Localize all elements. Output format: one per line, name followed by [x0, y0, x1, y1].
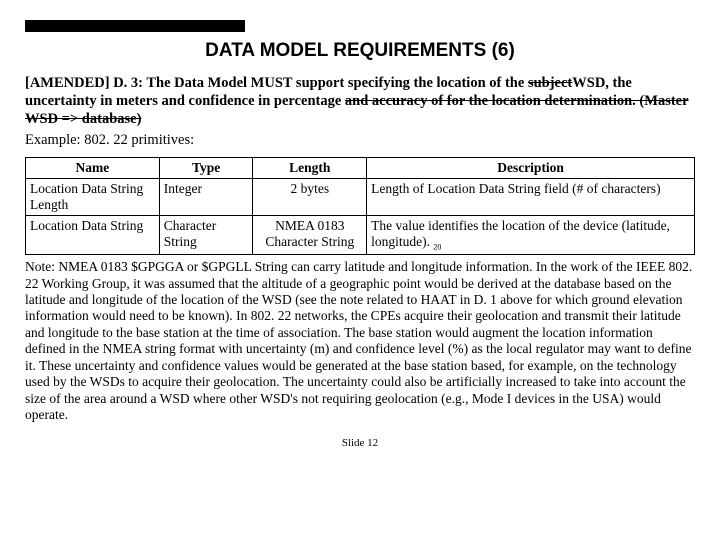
col-desc: Description [367, 158, 695, 179]
table-row: Location Data String Length Integer 2 by… [26, 179, 695, 216]
amended-paragraph: [AMENDED] D. 3: The Data Model MUST supp… [25, 74, 695, 128]
cell-name: Location Data String [26, 216, 160, 255]
col-type: Type [159, 158, 253, 179]
cell-desc-sub: 20 [433, 243, 441, 252]
cell-name: Location Data String Length [26, 179, 160, 216]
col-name: Name [26, 158, 160, 179]
top-black-bar [25, 20, 245, 32]
cell-type: Integer [159, 179, 253, 216]
cell-length: 2 bytes [253, 179, 367, 216]
primitives-table: Name Type Length Description Location Da… [25, 157, 695, 255]
amend-strike-subject: subject [528, 75, 572, 91]
col-length: Length [253, 158, 367, 179]
cell-desc-text: The value identifies the location of the… [371, 218, 670, 249]
slide-number: Slide 12 [25, 437, 695, 449]
note-paragraph: Note: NMEA 0183 $GPGGA or $GPGLL String … [25, 259, 695, 424]
cell-type: Character String [159, 216, 253, 255]
table-header-row: Name Type Length Description [26, 158, 695, 179]
cell-desc: The value identifies the location of the… [367, 216, 695, 255]
table-row: Location Data String Character String NM… [26, 216, 695, 255]
cell-length: NMEA 0183 Character String [253, 216, 367, 255]
page-title: DATA MODEL REQUIREMENTS (6) [25, 40, 695, 62]
cell-desc: Length of Location Data String field (# … [367, 179, 695, 216]
example-line: Example: 802. 22 primitives: [25, 132, 695, 149]
amend-prefix: [AMENDED] D. 3: The Data Model MUST supp… [25, 75, 528, 91]
